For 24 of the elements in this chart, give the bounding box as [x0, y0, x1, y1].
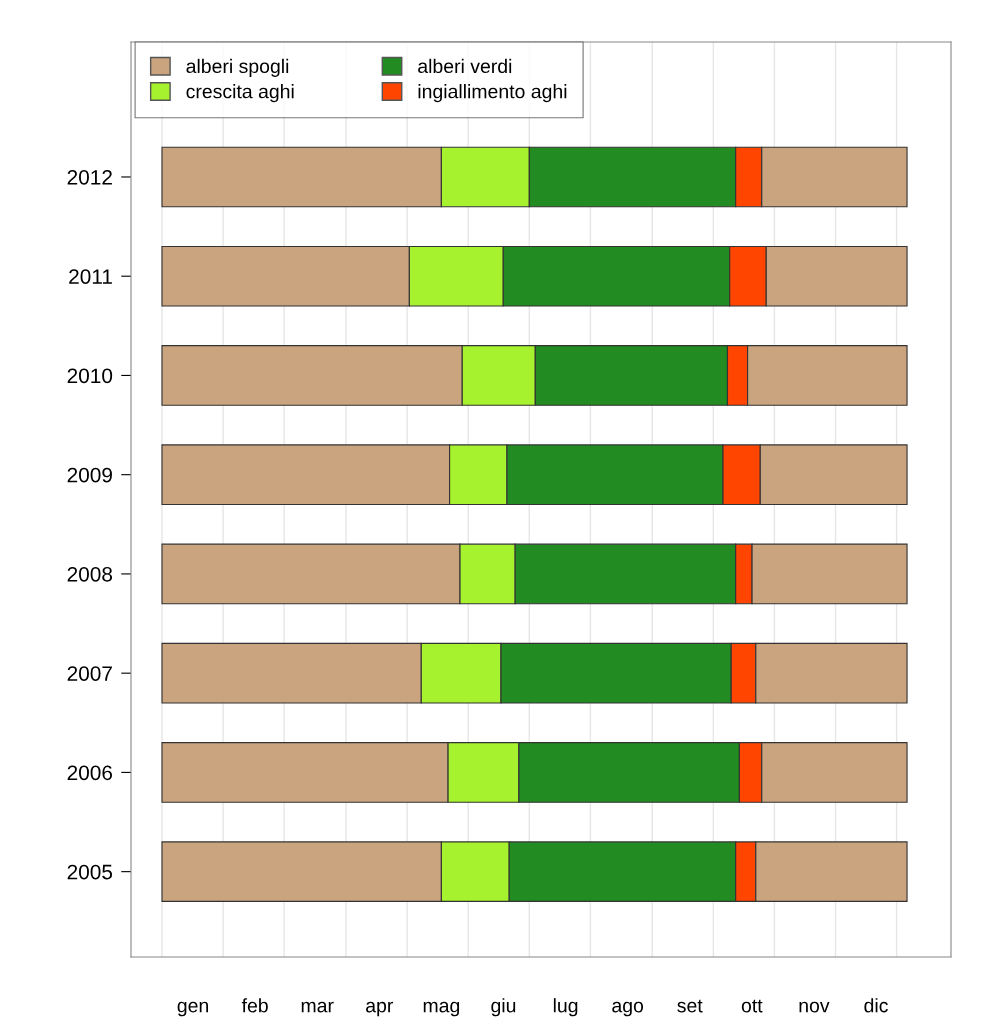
y-tick-label: 2005	[67, 864, 113, 880]
text: gen	[177, 1001, 208, 1017]
y-tick-label: 2012	[67, 169, 112, 185]
y-tick-label: 2008	[67, 566, 113, 582]
text: ott	[741, 999, 763, 1013]
text: feb	[241, 998, 268, 1013]
legend-label: crescita aghi	[186, 84, 294, 103]
text: mag	[423, 1001, 460, 1017]
text: apr	[366, 1001, 394, 1017]
y-tick-label: 2006	[67, 765, 113, 781]
legend-label: alberi spogli	[186, 58, 289, 77]
y-tick-label: 2011	[69, 269, 112, 284]
text: nov	[799, 1001, 830, 1013]
legend-label: alberi verdi	[418, 58, 512, 74]
y-tick-label: 2009	[67, 467, 112, 483]
legend-label: ingiallimento aghi	[418, 84, 567, 103]
y-tick-label: 2007	[67, 666, 112, 681]
text: mar	[301, 1001, 334, 1013]
text: ago	[612, 1001, 644, 1017]
text: giu	[491, 998, 516, 1017]
text: dic	[864, 998, 888, 1013]
text: lug	[553, 998, 578, 1017]
text: set	[677, 999, 703, 1013]
y-tick-label: 2010	[67, 368, 113, 384]
